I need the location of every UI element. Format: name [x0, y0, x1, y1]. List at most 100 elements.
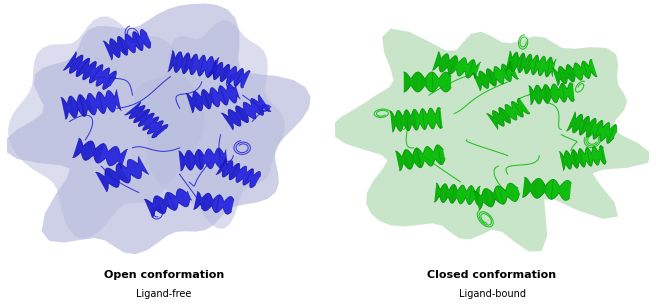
Polygon shape [399, 110, 403, 131]
Polygon shape [215, 62, 223, 80]
Polygon shape [103, 41, 113, 60]
Polygon shape [105, 168, 119, 187]
Polygon shape [390, 107, 442, 132]
Polygon shape [85, 94, 93, 115]
Polygon shape [159, 195, 172, 211]
Polygon shape [448, 185, 453, 203]
Polygon shape [487, 114, 498, 129]
Polygon shape [506, 51, 556, 77]
Polygon shape [61, 97, 69, 119]
Polygon shape [70, 55, 83, 73]
Polygon shape [404, 72, 411, 92]
Polygon shape [71, 56, 83, 73]
Polygon shape [452, 185, 457, 203]
Polygon shape [412, 72, 419, 92]
Polygon shape [138, 113, 154, 126]
Polygon shape [134, 109, 150, 123]
Polygon shape [144, 189, 192, 217]
Polygon shape [506, 51, 512, 71]
Polygon shape [432, 52, 441, 70]
Polygon shape [201, 90, 211, 109]
Polygon shape [514, 53, 520, 71]
Polygon shape [539, 179, 547, 198]
Polygon shape [236, 106, 247, 122]
Polygon shape [194, 192, 234, 214]
Polygon shape [568, 65, 575, 82]
Polygon shape [188, 54, 195, 74]
Polygon shape [493, 110, 504, 126]
Polygon shape [564, 151, 570, 169]
Polygon shape [396, 145, 445, 171]
Polygon shape [216, 158, 226, 174]
Polygon shape [222, 161, 232, 177]
Polygon shape [571, 150, 577, 168]
Polygon shape [511, 52, 517, 72]
Polygon shape [221, 113, 234, 130]
Polygon shape [68, 96, 76, 118]
Polygon shape [500, 108, 510, 122]
Polygon shape [395, 110, 400, 131]
Polygon shape [486, 69, 495, 86]
Polygon shape [552, 59, 597, 85]
Polygon shape [567, 151, 572, 169]
Polygon shape [534, 85, 539, 104]
PathPatch shape [134, 20, 285, 229]
Polygon shape [193, 91, 201, 111]
Polygon shape [566, 65, 573, 82]
Polygon shape [583, 118, 591, 134]
PathPatch shape [332, 29, 651, 252]
Polygon shape [573, 114, 582, 133]
Polygon shape [207, 60, 250, 88]
Polygon shape [499, 108, 510, 123]
Polygon shape [529, 83, 575, 105]
Polygon shape [538, 85, 543, 104]
Polygon shape [560, 66, 567, 84]
Polygon shape [129, 106, 145, 118]
Polygon shape [574, 150, 580, 168]
Polygon shape [207, 194, 215, 211]
Polygon shape [237, 106, 249, 122]
Polygon shape [390, 111, 395, 132]
Polygon shape [472, 73, 482, 91]
Polygon shape [543, 84, 548, 103]
Polygon shape [73, 97, 81, 116]
Polygon shape [560, 146, 606, 170]
Polygon shape [117, 36, 127, 55]
Polygon shape [407, 150, 416, 169]
Polygon shape [546, 85, 552, 103]
Polygon shape [135, 110, 150, 122]
Polygon shape [558, 66, 565, 84]
Polygon shape [403, 110, 409, 131]
Polygon shape [201, 193, 209, 211]
Polygon shape [229, 110, 241, 126]
Polygon shape [414, 148, 422, 168]
Polygon shape [168, 50, 175, 71]
Polygon shape [112, 165, 127, 183]
Polygon shape [449, 56, 458, 74]
Polygon shape [186, 93, 194, 113]
Polygon shape [229, 163, 239, 180]
Polygon shape [522, 177, 571, 200]
Polygon shape [529, 86, 534, 105]
Polygon shape [213, 62, 222, 80]
Polygon shape [121, 37, 131, 53]
Polygon shape [522, 177, 531, 197]
Polygon shape [130, 106, 145, 119]
Polygon shape [178, 151, 186, 171]
Polygon shape [474, 183, 520, 210]
Polygon shape [63, 52, 76, 70]
PathPatch shape [8, 17, 205, 239]
Polygon shape [560, 152, 565, 170]
Polygon shape [232, 165, 241, 179]
Polygon shape [125, 102, 168, 138]
Polygon shape [480, 71, 489, 88]
Polygon shape [82, 141, 94, 160]
Polygon shape [79, 60, 91, 76]
Polygon shape [403, 150, 411, 169]
Polygon shape [487, 99, 529, 129]
Polygon shape [567, 112, 576, 131]
Polygon shape [76, 58, 90, 76]
Polygon shape [412, 109, 417, 130]
Text: Open conformation: Open conformation [104, 271, 224, 280]
Polygon shape [182, 53, 190, 74]
